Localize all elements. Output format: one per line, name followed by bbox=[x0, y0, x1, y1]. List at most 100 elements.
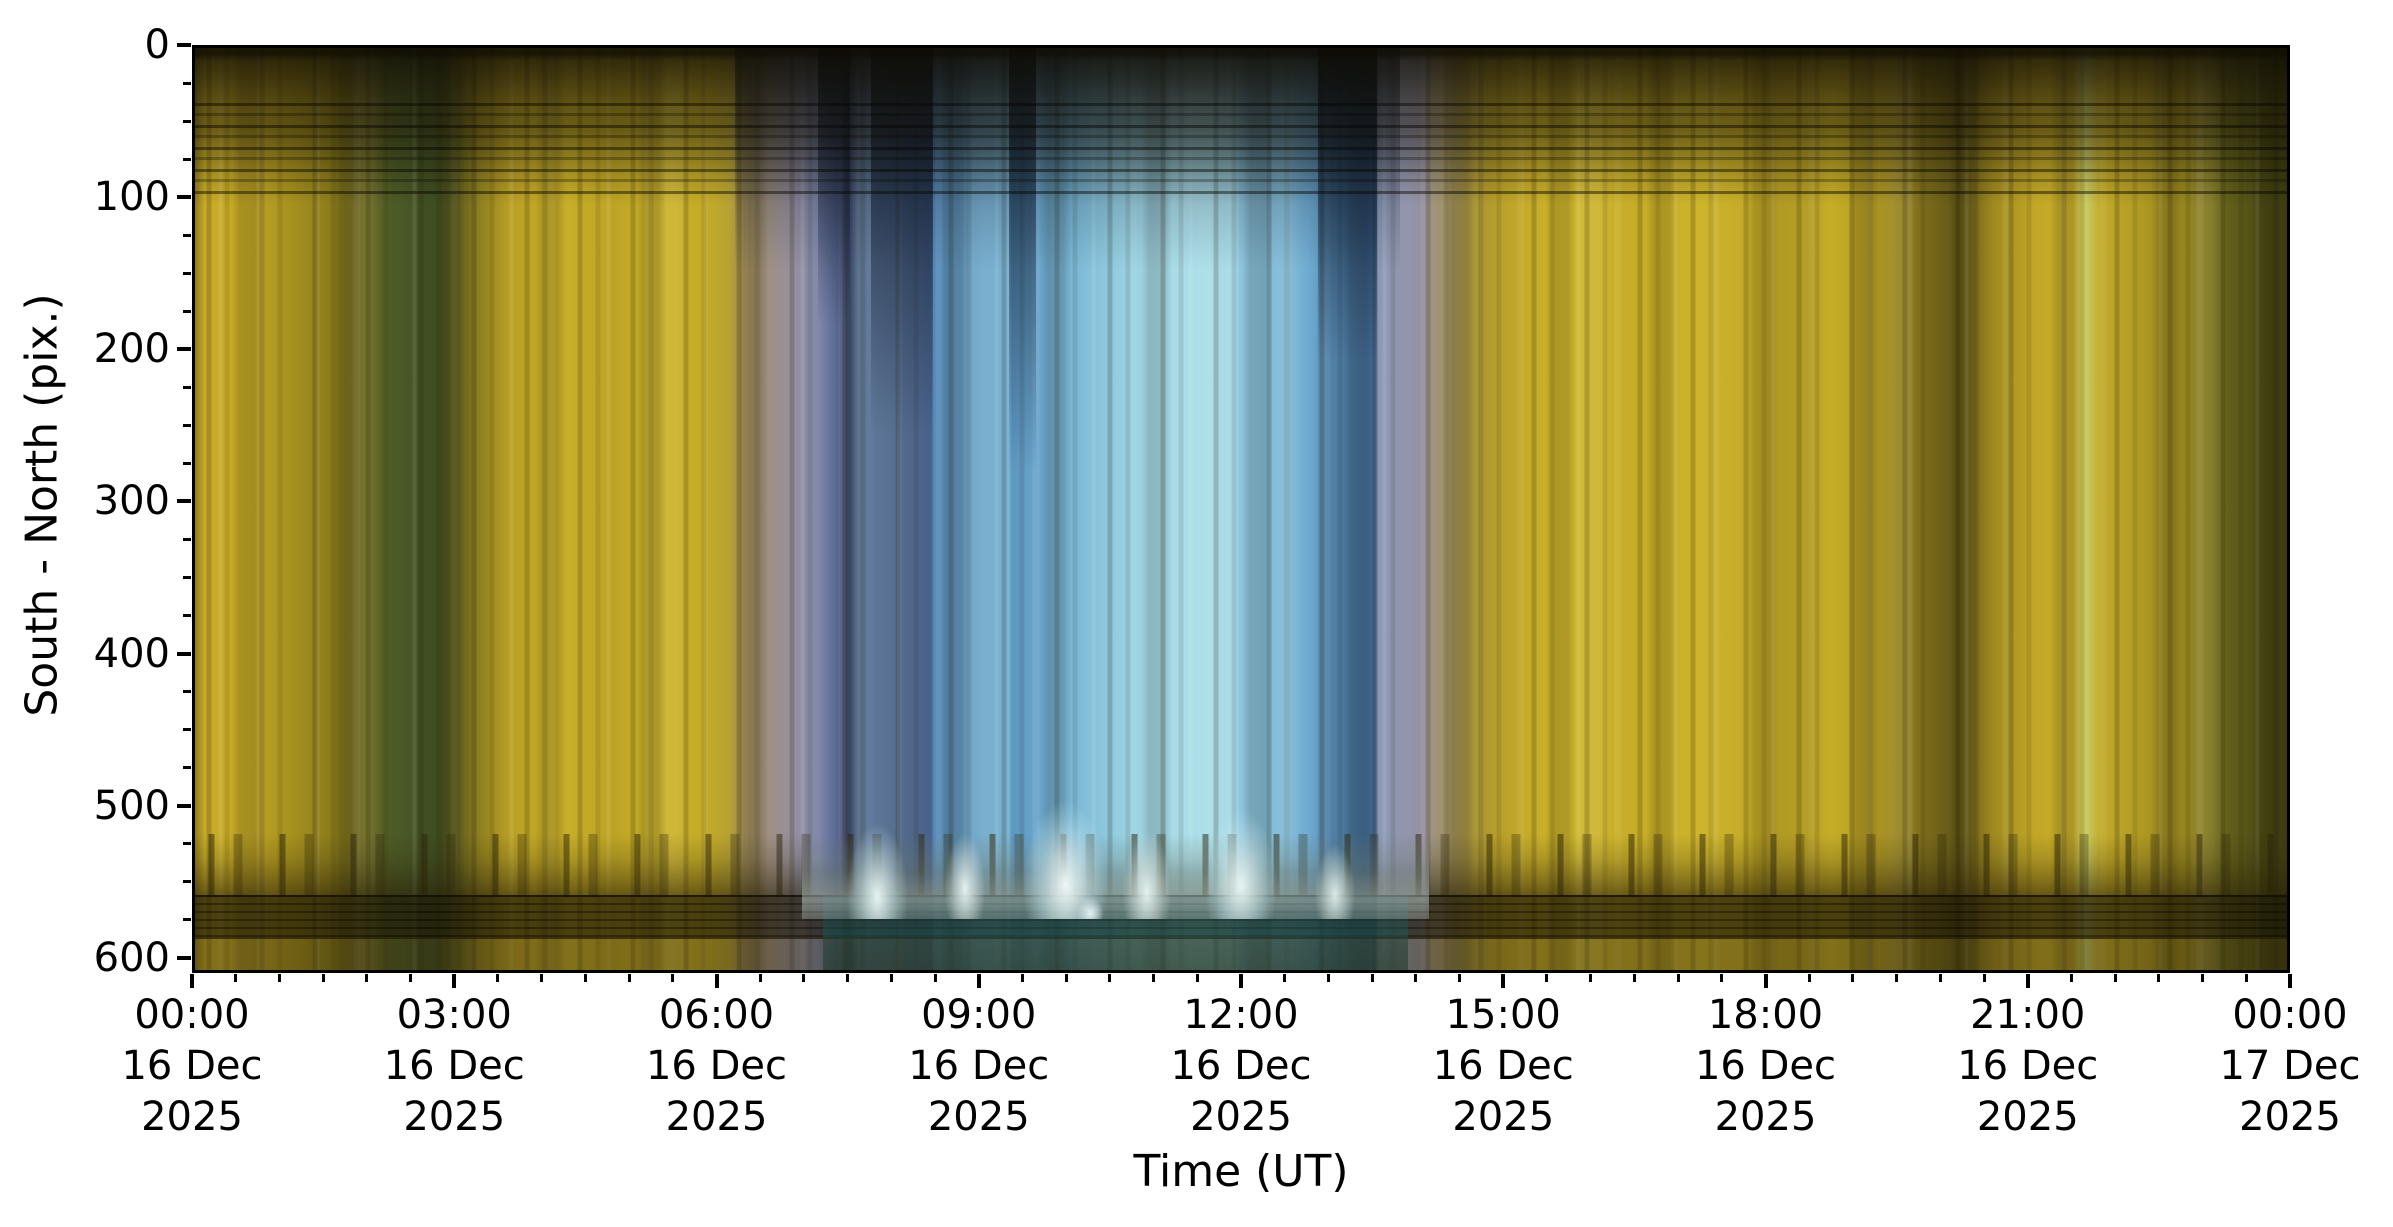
x-tick-label-year: 2025 bbox=[927, 1094, 1030, 1140]
x-major-tick bbox=[452, 974, 457, 988]
x-minor-tick bbox=[2244, 974, 2248, 982]
x-minor-tick bbox=[540, 974, 544, 982]
x-minor-tick bbox=[583, 974, 587, 982]
x-tick-label-time: 15:00 bbox=[1445, 992, 1561, 1038]
x-minor-tick bbox=[1938, 974, 1942, 982]
y-minor-tick bbox=[183, 385, 191, 389]
horizon-flare-glow bbox=[801, 730, 1430, 920]
x-minor-tick bbox=[2201, 974, 2205, 982]
y-minor-tick bbox=[183, 157, 191, 161]
x-major-tick bbox=[190, 974, 194, 988]
x-tick-label-date: 16 Dec bbox=[908, 1043, 1050, 1089]
x-tick-label-date: 16 Dec bbox=[383, 1043, 525, 1089]
y-tick-label: 300 bbox=[93, 478, 170, 525]
y-major-tick bbox=[177, 499, 191, 504]
x-minor-tick bbox=[1982, 974, 1986, 982]
y-axis-label: South - North (pix.) bbox=[16, 293, 68, 717]
y-tick-label: 600 bbox=[93, 934, 170, 981]
x-minor-tick bbox=[1851, 974, 1855, 982]
x-tick-label-time: 06:00 bbox=[658, 992, 775, 1038]
plot-area bbox=[192, 45, 2290, 973]
y-tick-label: 200 bbox=[93, 326, 170, 373]
x-minor-tick bbox=[1676, 974, 1680, 982]
x-tick-label-date: 16 Dec bbox=[645, 1043, 787, 1089]
x-minor-tick bbox=[1152, 974, 1156, 982]
y-tick-label: 400 bbox=[93, 630, 170, 677]
x-tick-label-date: 16 Dec bbox=[1694, 1043, 1836, 1089]
x-tick-label-year: 2025 bbox=[141, 1094, 243, 1140]
x-minor-tick bbox=[802, 974, 806, 982]
x-minor-tick bbox=[1414, 974, 1418, 982]
y-minor-tick bbox=[183, 461, 191, 465]
x-axis-label: Time (UT) bbox=[1133, 1146, 1349, 1197]
keogram-bottom-edge-band bbox=[195, 936, 2287, 970]
y-minor-tick bbox=[183, 423, 191, 427]
x-tick-label-time: 00:00 bbox=[134, 992, 250, 1038]
x-tick-label-time: 21:00 bbox=[1970, 992, 2086, 1038]
y-tick-label: 500 bbox=[93, 782, 170, 829]
x-tick-label-date: 16 Dec bbox=[1432, 1043, 1574, 1089]
x-minor-tick bbox=[1632, 974, 1636, 982]
x-tick-label-date: 16 Dec bbox=[1170, 1043, 1312, 1089]
y-tick-label: 100 bbox=[93, 174, 170, 221]
x-tick-label-year: 2025 bbox=[2239, 1094, 2341, 1140]
y-minor-tick bbox=[183, 81, 191, 85]
x-tick-label: 06:00 16 Dec 2025 bbox=[577, 990, 857, 1143]
x-tick-label-time: 09:00 bbox=[921, 992, 1037, 1038]
x-minor-tick bbox=[1064, 974, 1068, 982]
x-minor-tick bbox=[1370, 974, 1374, 982]
x-minor-tick bbox=[2157, 974, 2161, 982]
x-tick-label-date: 17 Dec bbox=[2219, 1043, 2361, 1089]
x-major-tick bbox=[2288, 974, 2292, 988]
x-minor-tick bbox=[933, 974, 937, 982]
x-major-tick bbox=[1501, 974, 1506, 988]
x-tick-label-time: 00:00 bbox=[2232, 992, 2348, 1038]
y-minor-tick bbox=[183, 690, 191, 694]
x-minor-tick bbox=[365, 974, 369, 982]
y-major-tick bbox=[177, 195, 191, 200]
x-major-tick bbox=[714, 974, 719, 988]
y-minor-tick bbox=[183, 575, 191, 579]
keogram-top-dark-band bbox=[195, 48, 2287, 205]
x-major-tick bbox=[976, 974, 981, 988]
x-minor-tick bbox=[1895, 974, 1899, 982]
x-minor-tick bbox=[671, 974, 675, 982]
y-minor-tick bbox=[183, 842, 191, 846]
x-minor-tick bbox=[1326, 974, 1330, 982]
x-minor-tick bbox=[1020, 974, 1024, 982]
x-tick-label-year: 2025 bbox=[1976, 1094, 2079, 1140]
x-minor-tick bbox=[846, 974, 850, 982]
x-tick-label-time: 12:00 bbox=[1183, 992, 1299, 1038]
x-minor-tick bbox=[1545, 974, 1549, 982]
y-minor-tick bbox=[183, 119, 191, 123]
y-minor-tick bbox=[183, 271, 191, 275]
x-tick-label-year: 2025 bbox=[1452, 1094, 1555, 1140]
y-minor-tick bbox=[183, 537, 191, 541]
x-tick-label-time: 18:00 bbox=[1707, 992, 1824, 1038]
y-major-tick bbox=[177, 347, 191, 352]
x-tick-label: 12:00 16 Dec 2025 bbox=[1101, 990, 1381, 1143]
x-tick-label-time: 03:00 bbox=[396, 992, 512, 1038]
x-tick-label-year: 2025 bbox=[1714, 1094, 1817, 1140]
x-minor-tick bbox=[277, 974, 281, 982]
x-tick-label: 15:00 16 Dec 2025 bbox=[1363, 990, 1643, 1143]
x-tick-label-date: 16 Dec bbox=[1957, 1043, 2099, 1089]
y-minor-tick bbox=[183, 309, 191, 313]
x-minor-tick bbox=[321, 974, 325, 982]
y-major-tick bbox=[177, 651, 191, 656]
y-tick-label: 0 bbox=[144, 22, 170, 68]
x-major-tick bbox=[1763, 974, 1768, 988]
x-tick-label: 03:00 16 Dec 2025 bbox=[314, 990, 594, 1143]
x-major-tick bbox=[1239, 974, 1243, 988]
y-minor-tick bbox=[183, 613, 191, 617]
x-minor-tick bbox=[2069, 974, 2073, 982]
x-minor-tick bbox=[2113, 974, 2117, 982]
x-tick-label-year: 2025 bbox=[403, 1094, 506, 1140]
x-minor-tick bbox=[1108, 974, 1112, 982]
x-minor-tick bbox=[1589, 974, 1593, 982]
x-minor-tick bbox=[1283, 974, 1287, 982]
x-minor-tick bbox=[1807, 974, 1811, 982]
x-minor-tick bbox=[627, 974, 631, 982]
x-major-tick bbox=[2025, 974, 2030, 988]
